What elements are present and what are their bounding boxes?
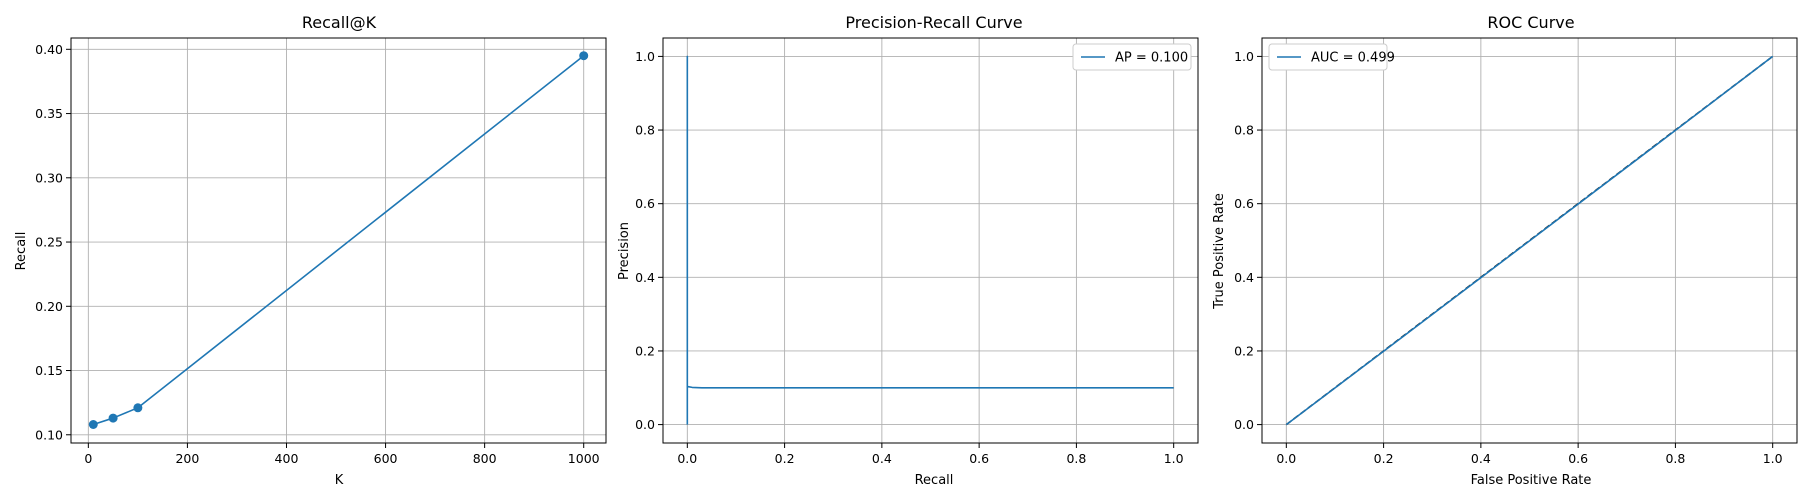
y-tick-label: 0.20 <box>35 299 63 314</box>
data-point <box>133 403 143 413</box>
data-point <box>108 413 118 423</box>
y-tick-label: 0.35 <box>35 106 63 121</box>
panel-3-title: ROC Curve <box>1487 13 1574 32</box>
x-tick-label: 600 <box>374 451 398 466</box>
x-tick-label: 0.4 <box>1471 451 1491 466</box>
panel-1-xlabel: K <box>335 473 344 488</box>
data-point <box>579 51 589 61</box>
y-tick-label: 0.6 <box>635 196 655 211</box>
x-tick-label: 1.0 <box>1164 451 1184 466</box>
x-tick-label: 800 <box>473 451 497 466</box>
panel-precision-recall: Precision-Recall Curve 0.0 0.2 0.4 0.6 0.8 1.… <box>617 13 1199 488</box>
panel-3-xlabel: False Positive Rate <box>1471 473 1592 488</box>
panel-3-ticks: 0.0 0.2 0.4 0.6 0.8 1.0 0.0 0.2 0.4 0.6 0.8 1.0 <box>1234 49 1783 466</box>
x-tick-label: 0.0 <box>1276 451 1296 466</box>
y-tick-label: 0.8 <box>1234 123 1254 138</box>
y-tick-label: 0.0 <box>635 417 655 432</box>
x-tick-label: 0.8 <box>1665 451 1685 466</box>
x-tick-label: 0.8 <box>1066 451 1086 466</box>
panel-1-title: Recall@K <box>302 13 377 32</box>
y-tick-label: 0.2 <box>635 343 655 358</box>
x-tick-label: 0.6 <box>1568 451 1588 466</box>
x-tick-label: 0.6 <box>969 451 989 466</box>
y-tick-label: 0.40 <box>35 42 63 57</box>
panel-2-frame <box>662 37 1199 444</box>
panel-2-grid <box>663 38 1198 443</box>
panel-3-grid <box>1262 38 1797 443</box>
series-line-0 <box>93 55 585 426</box>
panel-1-ticks: 0 200 400 600 800 1000 0.10 0.15 0.20 0.25 0.30 0.3… <box>35 42 600 466</box>
panel-2-ylabel: Precision <box>617 222 632 280</box>
x-tick-label: 0 <box>84 451 92 466</box>
y-tick-label: 0.8 <box>635 123 655 138</box>
legend-label: AUC = 0.499 <box>1311 51 1395 66</box>
panel-3-series <box>1285 55 1774 426</box>
x-tick-label: 0.4 <box>872 451 892 466</box>
x-tick-label: 1000 <box>568 451 600 466</box>
y-tick-label: 1.0 <box>635 49 655 64</box>
x-tick-label: 400 <box>275 451 299 466</box>
series-line-0 <box>686 55 1174 425</box>
panel-2-legend: AP = 0.100 <box>1072 43 1192 71</box>
panel-3-frame <box>1261 37 1798 444</box>
y-tick-label: 1.0 <box>1234 49 1254 64</box>
legend-box <box>1072 43 1192 71</box>
y-tick-label: 0.25 <box>35 235 63 250</box>
legend-box <box>1268 43 1388 71</box>
x-tick-label: 1.0 <box>1763 451 1783 466</box>
x-tick-label: 0.2 <box>1374 451 1394 466</box>
y-tick-label: 0.15 <box>35 363 63 378</box>
panel-roc: ROC Curve 0.0 0.2 0.4 0.6 0.8 1.0 0.0 0.2 0.4 0.6… <box>1212 13 1798 488</box>
panel-1-grid <box>71 38 606 443</box>
panel-2-title: Precision-Recall Curve <box>845 13 1022 32</box>
panel-recall-at-k: Recall@K 0 200 400 600 800 1000 0.10 0.15 0.20 0.… <box>14 13 607 488</box>
panel-2-series <box>686 55 1174 425</box>
panel-3-ylabel: True Positive Rate <box>1212 193 1227 310</box>
panel-2-xlabel: Recall <box>915 473 954 488</box>
panel-1-ylabel: Recall <box>14 232 29 271</box>
y-tick-label: 0.4 <box>1234 270 1254 285</box>
y-tick-label: 0.30 <box>35 170 63 185</box>
series-line-0 <box>1285 55 1774 426</box>
panel-1-series <box>88 51 589 429</box>
legend-label: AP = 0.100 <box>1115 51 1188 66</box>
panel-2-ticks: 0.0 0.2 0.4 0.6 0.8 1.0 0.0 0.2 0.4 0.6 0.8 1.0 <box>635 49 1184 466</box>
y-tick-label: 0.6 <box>1234 196 1254 211</box>
y-tick-label: 0.2 <box>1234 343 1254 358</box>
x-tick-label: 0.2 <box>775 451 795 466</box>
y-tick-label: 0.10 <box>35 427 63 442</box>
y-tick-label: 0.4 <box>635 270 655 285</box>
x-tick-label: 0.0 <box>677 451 697 466</box>
y-tick-label: 0.0 <box>1234 417 1254 432</box>
x-tick-label: 200 <box>175 451 199 466</box>
data-point <box>88 419 98 429</box>
panel-3-legend: AUC = 0.499 <box>1268 43 1395 71</box>
panel-1-frame <box>70 37 607 444</box>
